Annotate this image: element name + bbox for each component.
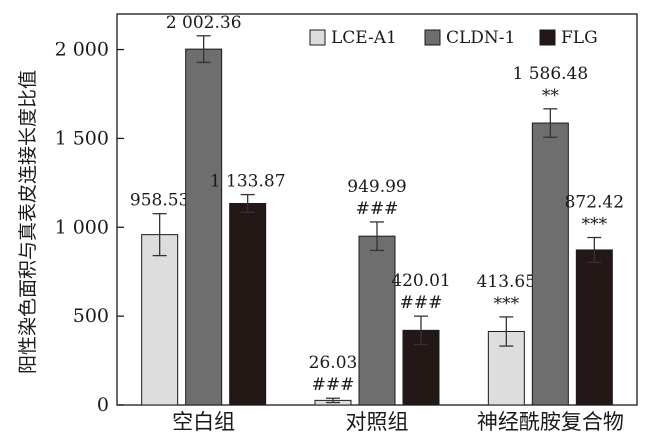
legend-label: LCE-A1 — [331, 28, 397, 48]
x-category-label: 对照组 — [346, 410, 409, 434]
data-label: 420.01 — [391, 271, 450, 291]
significance-label: ### — [356, 199, 399, 219]
data-label: 2 002.36 — [166, 13, 242, 33]
legend-label: FLG — [561, 28, 598, 48]
bar-cldn-1 — [531, 122, 569, 406]
data-label: 1 586.48 — [512, 64, 588, 84]
x-category-label: 空白组 — [172, 410, 235, 434]
y-axis-label: 阳性染色面积与真表皮连接长度比值 — [17, 70, 39, 374]
data-label: 413.65 — [477, 272, 536, 292]
data-label: 958.53 — [130, 191, 189, 211]
significance-label: ### — [312, 375, 355, 395]
data-label: 949.99 — [347, 177, 406, 197]
y-tick-label: 0 — [97, 394, 109, 416]
bar-lce-a1 — [141, 234, 179, 406]
bar-flg — [575, 249, 613, 406]
significance-label: ** — [542, 86, 560, 106]
legend-swatch — [309, 29, 326, 46]
significance-label: *** — [494, 294, 520, 314]
y-tick-label: 1 000 — [55, 216, 109, 238]
x-category-label: 神经酰胺复合物 — [477, 410, 624, 434]
y-tick-label: 2 000 — [55, 39, 109, 61]
data-label: 26.03 — [309, 353, 358, 373]
bar-cldn-1 — [185, 48, 223, 406]
legend-label: CLDN-1 — [446, 28, 515, 48]
bar-flg — [229, 202, 267, 406]
significance-label: ### — [400, 293, 443, 313]
y-tick-label: 500 — [73, 305, 109, 327]
data-label: 872.42 — [565, 193, 624, 213]
plot-area: 0 500 1 000 1 500 2 000 空白组 958.53 2 002.36 1 13… — [55, 13, 638, 434]
legend-swatch — [424, 29, 441, 46]
legend-swatch — [539, 29, 556, 46]
data-label: 1 133.87 — [210, 172, 286, 192]
significance-label: *** — [582, 215, 608, 235]
bar-cldn-1 — [358, 235, 396, 406]
y-tick-label: 1 500 — [55, 127, 109, 149]
